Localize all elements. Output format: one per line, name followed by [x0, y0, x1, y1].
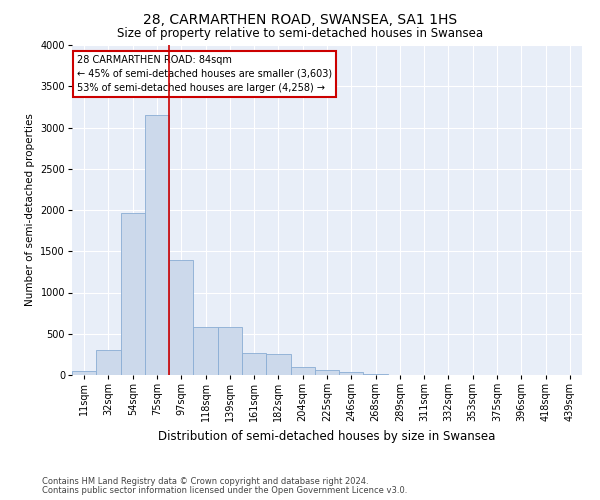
Bar	[193, 327, 218, 375]
Bar	[169, 260, 193, 375]
Bar	[72, 371, 96, 375]
Text: Contains HM Land Registry data © Crown copyright and database right 2024.: Contains HM Land Registry data © Crown c…	[42, 477, 368, 486]
Bar	[339, 372, 364, 375]
Text: 28 CARMARTHEN ROAD: 84sqm
← 45% of semi-detached houses are smaller (3,603)
53% : 28 CARMARTHEN ROAD: 84sqm ← 45% of semi-…	[77, 55, 332, 93]
Bar	[315, 370, 339, 375]
Bar	[121, 214, 145, 375]
Bar	[145, 115, 169, 375]
X-axis label: Distribution of semi-detached houses by size in Swansea: Distribution of semi-detached houses by …	[158, 430, 496, 443]
Bar	[218, 327, 242, 375]
Bar	[266, 354, 290, 375]
Text: 28, CARMARTHEN ROAD, SWANSEA, SA1 1HS: 28, CARMARTHEN ROAD, SWANSEA, SA1 1HS	[143, 12, 457, 26]
Bar	[242, 353, 266, 375]
Bar	[96, 350, 121, 375]
Bar	[290, 367, 315, 375]
Text: Contains public sector information licensed under the Open Government Licence v3: Contains public sector information licen…	[42, 486, 407, 495]
Bar	[364, 374, 388, 375]
Y-axis label: Number of semi-detached properties: Number of semi-detached properties	[25, 114, 35, 306]
Text: Size of property relative to semi-detached houses in Swansea: Size of property relative to semi-detach…	[117, 28, 483, 40]
